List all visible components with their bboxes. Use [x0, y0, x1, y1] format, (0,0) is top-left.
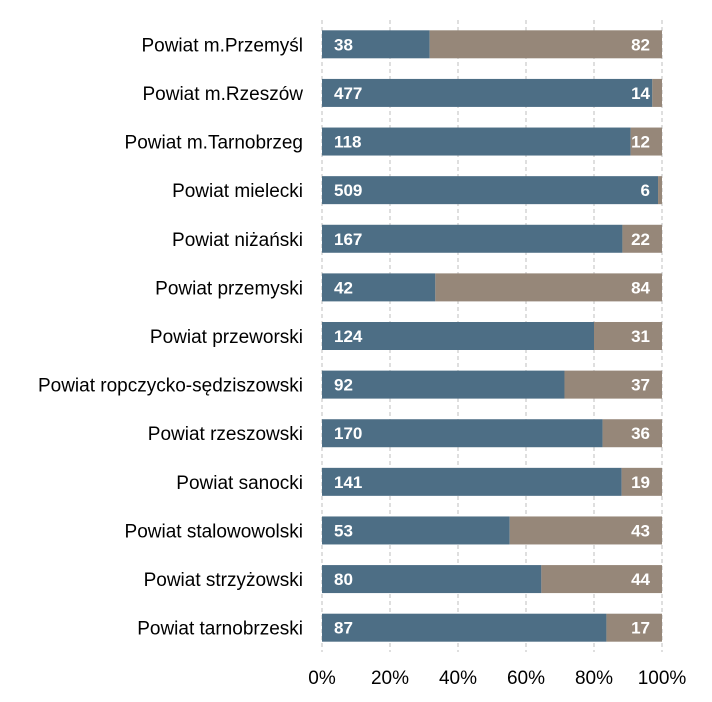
bar-segment — [652, 78, 662, 107]
data-label: 82 — [631, 35, 650, 54]
bar-segment — [322, 467, 622, 496]
bar-segment — [322, 224, 623, 253]
category-label: Powiat m.Tarnobrzeg — [125, 133, 303, 154]
bar-segment — [435, 273, 662, 302]
data-label: 53 — [334, 521, 353, 540]
bar-segment — [429, 30, 662, 59]
data-label: 509 — [334, 181, 362, 200]
data-label: 141 — [334, 473, 362, 492]
data-label: 167 — [334, 230, 362, 249]
data-label: 87 — [334, 619, 353, 638]
bar-segment — [541, 565, 662, 594]
data-label: 22 — [631, 230, 650, 249]
data-label: 44 — [631, 570, 650, 589]
data-label: 170 — [334, 424, 362, 443]
data-label: 14 — [631, 84, 650, 103]
bar-segment — [658, 176, 662, 205]
category-label: Powiat stalowowolski — [125, 521, 303, 542]
bar-segment — [322, 78, 653, 107]
data-label: 84 — [631, 278, 650, 297]
data-label: 124 — [334, 327, 363, 346]
category-label: Powiat m.Rzeszów — [143, 84, 304, 105]
data-label: 31 — [631, 327, 650, 346]
x-tick-label: 80% — [575, 668, 613, 689]
bar-segment — [622, 224, 662, 253]
data-label: 92 — [334, 376, 353, 395]
data-label: 38 — [334, 35, 353, 54]
data-label: 6 — [641, 181, 650, 200]
x-tick-label: 20% — [371, 668, 409, 689]
data-label: 36 — [631, 424, 650, 443]
data-label: 80 — [334, 570, 353, 589]
bar-segment — [322, 565, 542, 594]
category-label: Powiat sanocki — [176, 473, 303, 494]
bar-segment — [322, 127, 631, 156]
category-label: Powiat przemyski — [155, 278, 303, 299]
category-label: Powiat m.Przemyśl — [141, 35, 303, 56]
x-tick-label: 0% — [308, 668, 336, 689]
data-label: 19 — [631, 473, 650, 492]
bar-segment — [322, 419, 603, 448]
category-label: Powiat niżański — [172, 230, 303, 251]
bar-segment — [322, 30, 430, 59]
bar-segment — [621, 467, 662, 496]
bar-segment — [606, 613, 662, 642]
bars: 38 82 477 14 118 12 509 6 167 22 42 84 124 31 92 37 170 3… — [322, 30, 662, 642]
bar-segment — [322, 273, 436, 302]
x-tick-label: 100% — [638, 668, 687, 689]
bar-segment — [594, 322, 662, 350]
category-label: Powiat ropczycko-sędziszowski — [38, 376, 303, 397]
data-label: 43 — [631, 521, 650, 540]
data-label: 12 — [631, 133, 650, 152]
bar-segment — [630, 127, 662, 156]
category-labels: Powiat m.Przemyśl Powiat m.Rzeszów Powiat … — [38, 35, 303, 639]
bar-segment — [322, 516, 510, 545]
x-tick-label: 60% — [507, 668, 545, 689]
data-label: 42 — [334, 278, 353, 297]
data-label: 477 — [334, 84, 362, 103]
bar-segment — [322, 613, 607, 642]
bar-segment — [322, 322, 594, 350]
data-label: 17 — [631, 619, 650, 638]
bar-segment — [509, 516, 662, 545]
bar-segment — [322, 176, 659, 205]
category-label: Powiat tarnobrzeski — [137, 619, 303, 640]
data-label: 37 — [631, 376, 650, 395]
bar-segment — [564, 370, 662, 399]
bar-segment — [322, 370, 565, 399]
category-label: Powiat rzeszowski — [148, 424, 303, 445]
category-label: Powiat mielecki — [172, 181, 303, 202]
x-tick-label: 40% — [439, 668, 477, 689]
x-axis-ticks: 0% 20% 40% 60% 80% 100% — [308, 668, 686, 689]
category-label: Powiat strzyżowski — [144, 570, 303, 591]
bar-segment — [602, 419, 662, 448]
category-label: Powiat przeworski — [150, 327, 303, 348]
data-label: 118 — [334, 133, 361, 152]
